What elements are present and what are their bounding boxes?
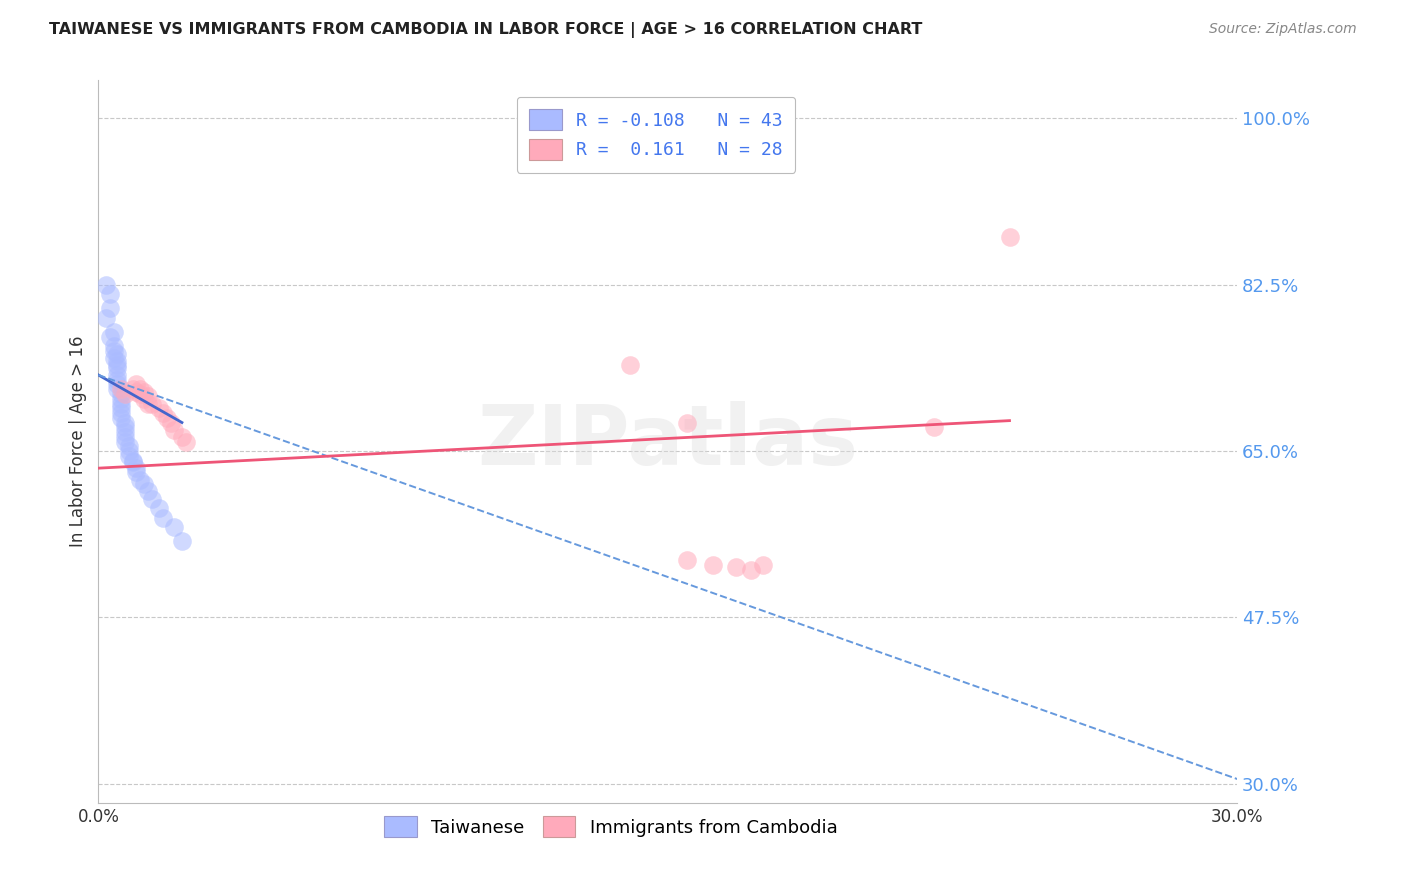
- Point: [110, 392, 132, 406]
- Point: [114, 387, 136, 401]
- Point: [114, 434, 136, 449]
- Point: [121, 453, 143, 467]
- Point: [132, 385, 155, 400]
- Y-axis label: In Labor Force | Age > 16: In Labor Force | Age > 16: [69, 335, 87, 548]
- Point: [103, 344, 125, 359]
- Point: [132, 392, 155, 406]
- Point: [752, 558, 775, 573]
- Point: [114, 416, 136, 430]
- Point: [170, 534, 193, 549]
- Point: [107, 347, 129, 361]
- Point: [114, 420, 136, 434]
- Point: [107, 361, 129, 376]
- Point: [148, 501, 170, 516]
- Point: [170, 430, 193, 444]
- Point: [136, 483, 159, 498]
- Point: [136, 389, 159, 403]
- Point: [619, 359, 641, 373]
- Point: [132, 477, 155, 491]
- Point: [110, 396, 132, 410]
- Point: [129, 382, 152, 396]
- Point: [107, 359, 129, 373]
- Point: [110, 406, 132, 420]
- Point: [163, 423, 186, 437]
- Point: [676, 416, 699, 430]
- Point: [118, 444, 141, 458]
- Point: [118, 439, 141, 453]
- Point: [156, 410, 179, 425]
- Point: [110, 401, 132, 416]
- Point: [107, 353, 129, 368]
- Point: [152, 406, 174, 420]
- Point: [141, 491, 163, 506]
- Point: [125, 385, 148, 400]
- Point: [98, 330, 121, 344]
- Point: [702, 558, 724, 573]
- Point: [152, 510, 174, 524]
- Point: [125, 461, 148, 475]
- Point: [110, 382, 132, 396]
- Point: [114, 430, 136, 444]
- Point: [107, 373, 129, 387]
- Point: [103, 351, 125, 365]
- Text: TAIWANESE VS IMMIGRANTS FROM CAMBODIA IN LABOR FORCE | AGE > 16 CORRELATION CHAR: TAIWANESE VS IMMIGRANTS FROM CAMBODIA IN…: [49, 22, 922, 38]
- Text: Source: ZipAtlas.com: Source: ZipAtlas.com: [1209, 22, 1357, 37]
- Point: [110, 387, 132, 401]
- Point: [114, 425, 136, 439]
- Point: [163, 520, 186, 534]
- Point: [94, 310, 117, 325]
- Point: [148, 401, 170, 416]
- Point: [107, 382, 129, 396]
- Point: [725, 560, 748, 574]
- Text: ZIPatlas: ZIPatlas: [478, 401, 858, 482]
- Point: [110, 410, 132, 425]
- Point: [125, 465, 148, 479]
- Point: [121, 455, 143, 469]
- Point: [174, 434, 197, 449]
- Point: [129, 387, 152, 401]
- Point: [94, 277, 117, 292]
- Point: [922, 420, 945, 434]
- Point: [159, 416, 181, 430]
- Legend: Taiwanese, Immigrants from Cambodia: Taiwanese, Immigrants from Cambodia: [374, 805, 848, 848]
- Point: [676, 553, 699, 567]
- Point: [103, 339, 125, 353]
- Point: [136, 396, 159, 410]
- Point: [129, 473, 152, 487]
- Point: [125, 377, 148, 392]
- Point: [103, 325, 125, 339]
- Point: [118, 449, 141, 463]
- Point: [740, 563, 762, 577]
- Point: [98, 301, 121, 316]
- Point: [141, 396, 163, 410]
- Point: [121, 382, 143, 396]
- Point: [107, 377, 129, 392]
- Point: [998, 230, 1021, 244]
- Point: [107, 368, 129, 382]
- Point: [98, 287, 121, 301]
